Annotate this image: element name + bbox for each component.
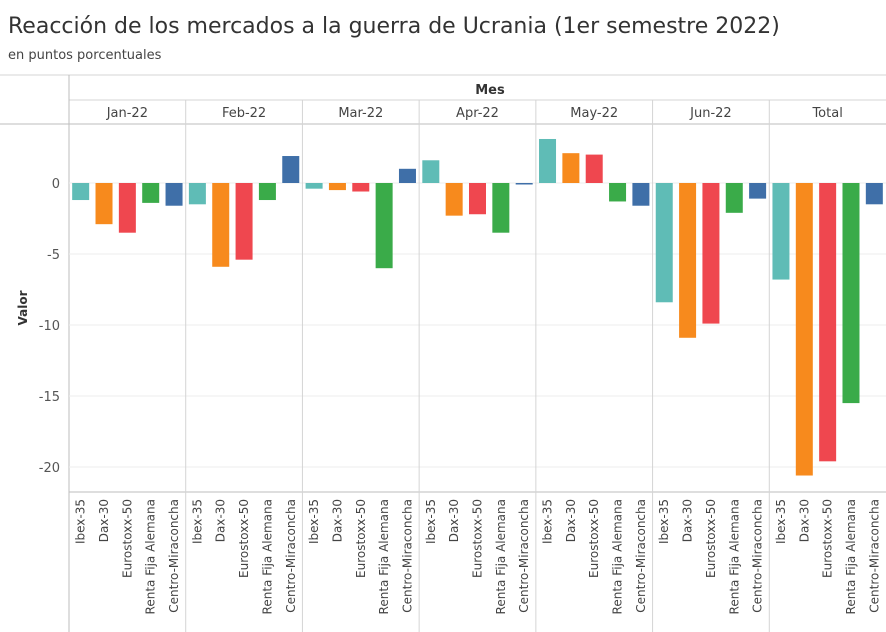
panel: Apr-22 Ibex-35 Dax-30 Eurostoxx-50 Renta Fij… [418, 100, 533, 632]
bar [212, 183, 230, 267]
panel: Jan-22 Ibex-35 Dax-30 Eurostoxx-50 Renta Fij… [72, 106, 183, 614]
y-axis-title: Valor [16, 290, 30, 325]
panel-header: Apr-22 [456, 106, 499, 121]
chart-subtitle: en puntos porcentuales [8, 48, 162, 63]
bar [235, 183, 253, 260]
y-tick-label: -20 [39, 461, 60, 476]
bar [632, 183, 650, 206]
bar [865, 183, 883, 205]
bar [398, 168, 416, 183]
bar [842, 183, 860, 404]
y-tick-label: -10 [39, 319, 60, 334]
bar [258, 183, 276, 201]
bar [655, 183, 673, 303]
x-tick-label: Renta Fija Alemana [260, 499, 274, 614]
x-tick-label: Ibex-35 [541, 499, 555, 544]
x-tick-label: Dax-30 [447, 499, 461, 542]
x-tick-label: Centro-Miraconcha [867, 499, 881, 613]
x-tick-label: Eurostoxx-50 [471, 499, 485, 578]
x-axis-title: Mes [475, 83, 505, 98]
chart-title: Reacción de los mercados a la guerra de … [8, 14, 780, 39]
x-tick-label: Ibex-35 [657, 499, 671, 544]
x-tick-label: Renta Fija Alemana [611, 499, 625, 614]
panel: Total Ibex-35 Dax-30 Eurostoxx-50 Renta Fija… [768, 100, 883, 632]
bar [515, 183, 533, 185]
x-tick-label: Eurostoxx-50 [354, 499, 368, 578]
bar [539, 138, 557, 183]
bar [492, 183, 510, 233]
bar [118, 183, 136, 233]
panel-header: Total [811, 106, 842, 121]
bar [562, 153, 580, 183]
gridlines [69, 182, 886, 468]
panels: Jan-22 Ibex-35 Dax-30 Eurostoxx-50 Renta Fij… [72, 100, 883, 632]
bar [445, 183, 463, 216]
panel-header: Jun-22 [689, 106, 732, 121]
x-tick-label: Dax-30 [97, 499, 111, 542]
bar [679, 183, 697, 338]
x-tick-label: Eurostoxx-50 [237, 499, 251, 578]
x-tick-label: Renta Fija Alemana [727, 499, 741, 614]
bar [795, 183, 813, 476]
bar [282, 156, 300, 183]
x-tick-label: Dax-30 [681, 499, 695, 542]
x-tick-label: Dax-30 [330, 499, 344, 542]
x-tick-label: Centro-Miraconcha [400, 499, 414, 613]
x-tick-label: Renta Fija Alemana [844, 499, 858, 614]
bar [749, 183, 767, 199]
x-tick-label: Dax-30 [797, 499, 811, 542]
panel-header: Feb-22 [222, 106, 266, 121]
bar [725, 183, 743, 213]
y-tick-label: 0 [52, 177, 60, 192]
bar [772, 183, 790, 280]
x-tick-label: Ibex-35 [190, 499, 204, 544]
x-tick-label: Centro-Miraconcha [634, 499, 648, 613]
x-tick-label: Ibex-35 [424, 499, 438, 544]
x-tick-label: Centro-Miraconcha [284, 499, 298, 613]
bar [585, 154, 603, 183]
bar [819, 183, 837, 462]
x-tick-label: Ibex-35 [774, 499, 788, 544]
y-axis: 0 -5 -10 -15 -20 [39, 177, 60, 476]
panel-header: May-22 [570, 106, 618, 121]
x-tick-label: Dax-30 [564, 499, 578, 542]
x-tick-label: Centro-Miraconcha [167, 499, 181, 613]
y-tick-label: -15 [39, 390, 60, 405]
x-tick-label: Eurostoxx-50 [704, 499, 718, 578]
x-tick-label: Centro-Miraconcha [751, 499, 765, 613]
x-tick-label: Dax-30 [214, 499, 228, 542]
x-tick-label: Centro-Miraconcha [517, 499, 531, 613]
bar [95, 183, 113, 225]
x-tick-label: Ibex-35 [74, 499, 88, 544]
bar [352, 183, 370, 192]
panel: Feb-22 Ibex-35 Dax-30 Eurostoxx-50 Renta Fij… [185, 100, 300, 632]
panel: Mar-22 Ibex-35 Dax-30 Eurostoxx-50 Renta Fij… [301, 100, 416, 632]
x-tick-label: Eurostoxx-50 [120, 499, 134, 578]
bar [702, 183, 720, 324]
x-tick-label: Eurostoxx-50 [821, 499, 835, 578]
bar [72, 183, 90, 201]
bar [469, 183, 486, 215]
bar [422, 160, 440, 183]
x-tick-label: Renta Fija Alemana [377, 499, 391, 614]
panel-header: Jan-22 [106, 106, 148, 121]
y-tick-label: -5 [47, 248, 60, 263]
panel: May-22 Ibex-35 Dax-30 Eurostoxx-50 Renta Fij… [535, 100, 650, 632]
bar [142, 183, 160, 203]
bar [609, 183, 627, 202]
bar [305, 183, 323, 189]
bar [328, 183, 346, 191]
bar [188, 183, 206, 205]
panel-header: Mar-22 [338, 106, 383, 121]
x-tick-label: Ibex-35 [307, 499, 321, 544]
bar [375, 183, 393, 269]
x-tick-label: Renta Fija Alemana [494, 499, 508, 614]
bar [165, 183, 183, 206]
x-tick-label: Eurostoxx-50 [587, 499, 601, 578]
panel: Jun-22 Ibex-35 Dax-30 Eurostoxx-50 Renta Fij… [652, 100, 767, 632]
x-tick-label: Renta Fija Alemana [144, 499, 158, 614]
